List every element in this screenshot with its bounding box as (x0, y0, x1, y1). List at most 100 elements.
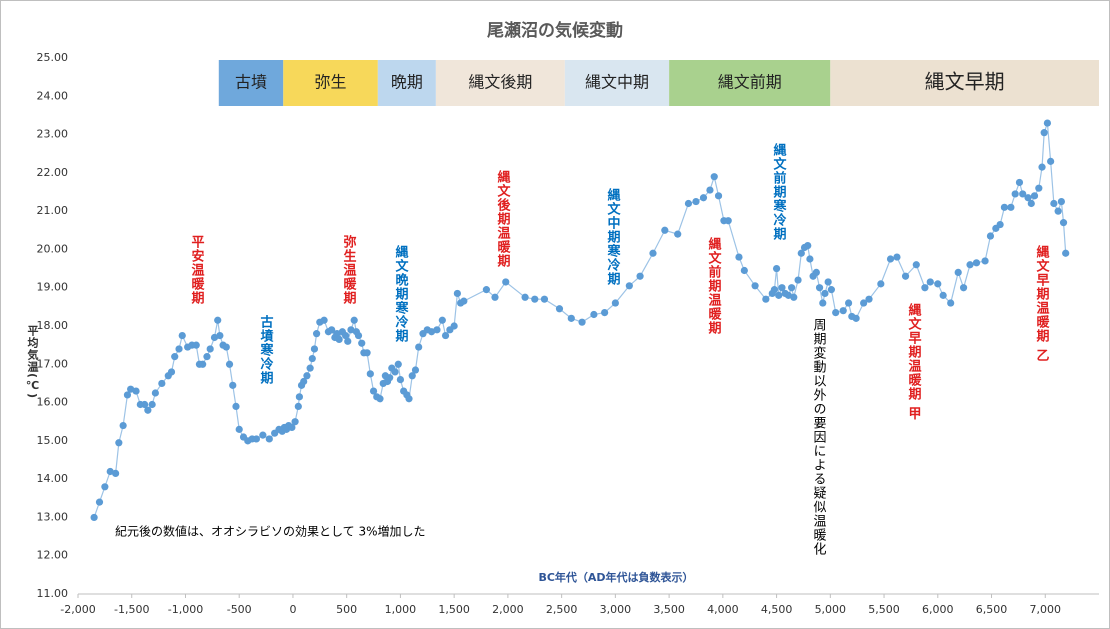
era-label: 縄文前期 (718, 73, 782, 92)
x-tick-label: 5,500 (868, 603, 900, 616)
data-point (342, 331, 350, 340)
data-point (981, 257, 989, 265)
data-point (328, 326, 336, 334)
data-point (934, 280, 942, 288)
era-band (564, 60, 670, 106)
data-point (300, 377, 308, 386)
data-point (433, 326, 441, 334)
data-point (144, 406, 152, 414)
data-point (132, 387, 140, 395)
data-point (225, 360, 234, 368)
x-tick-label: -2,000 (60, 603, 95, 616)
data-point (824, 278, 832, 286)
data-point (295, 393, 303, 401)
data-point (115, 439, 123, 447)
data-point (1057, 197, 1065, 206)
data-point (199, 360, 207, 368)
y-tick-label: 25.00 (37, 51, 69, 64)
data-point (1000, 203, 1009, 211)
data-point (482, 286, 490, 294)
y-tick-label: 16.00 (37, 396, 69, 409)
y-tick-label: 19.00 (37, 281, 69, 294)
x-tick-label: 4,000 (707, 603, 739, 616)
data-point (178, 331, 186, 340)
data-point (954, 268, 962, 276)
data-point (770, 286, 779, 294)
data-point (386, 374, 394, 382)
data-point (815, 284, 824, 292)
x-tick-label: 500 (336, 603, 357, 616)
era-band (377, 60, 436, 106)
data-point (901, 272, 910, 280)
data-point (167, 368, 176, 376)
data-point (735, 253, 743, 261)
y-tick-label: 21.00 (37, 204, 69, 217)
data-point (259, 431, 267, 439)
data-point (95, 498, 104, 506)
data-point (852, 314, 860, 322)
y-tick-label: 11.00 (37, 587, 69, 600)
x-tick-label: 6,500 (976, 603, 1008, 616)
data-point (1024, 194, 1032, 202)
y-tick-label: 23.00 (37, 128, 69, 141)
data-point (1011, 190, 1019, 198)
data-point (788, 284, 796, 292)
data-point (877, 280, 885, 288)
data-point (1019, 190, 1027, 198)
data-point (555, 305, 564, 313)
annotation: 縄文中期寒冷期 (605, 187, 622, 286)
data-point (366, 370, 374, 378)
data-point (123, 391, 132, 399)
data-point (996, 220, 1004, 229)
data-point (821, 289, 829, 298)
data-point (438, 316, 446, 324)
y-tick-label: 20.00 (37, 242, 69, 255)
data-point (148, 400, 156, 409)
data-point (214, 316, 222, 324)
data-point (502, 278, 510, 286)
data-point (112, 469, 120, 477)
x-tick-label: 5,000 (815, 603, 847, 616)
data-point (649, 249, 657, 257)
data-point (839, 307, 847, 315)
data-point (265, 435, 273, 443)
data-point (216, 331, 224, 340)
x-axis-label: BC年代（AD年代は負数表示） (538, 570, 693, 584)
data-point (797, 249, 805, 257)
data-point (567, 314, 575, 322)
data-point (460, 297, 468, 305)
data-point (601, 309, 609, 317)
data-point (775, 291, 783, 299)
data-point (192, 341, 200, 349)
era-label: 弥生 (315, 73, 347, 92)
chart-title: 尾瀬沼の気候変動 (487, 20, 623, 41)
y-tick-label: 18.00 (37, 319, 69, 332)
data-point (1007, 203, 1015, 211)
data-point (740, 266, 748, 275)
era-band (218, 60, 284, 106)
data-point (790, 293, 798, 301)
annotation: 縄文後期温暖期 (495, 169, 511, 268)
x-tick-label: 0 (289, 603, 296, 616)
x-tick-label: 3,000 (600, 603, 632, 616)
era-band (830, 60, 1099, 106)
data-point (636, 272, 644, 280)
data-point (369, 387, 378, 395)
data-point (344, 337, 352, 345)
y-tick-label: 17.00 (37, 357, 69, 370)
data-point (912, 261, 920, 269)
x-tick-label: 2,000 (492, 603, 524, 616)
data-point (531, 295, 539, 303)
data-point (222, 343, 230, 351)
era-label: 古墳 (235, 73, 267, 92)
x-tick-label: 2,500 (546, 603, 578, 616)
data-point (394, 360, 402, 368)
annotation: 縄文早期温暖期 甲 (906, 302, 922, 421)
annotation: 古墳寒冷期 (258, 314, 275, 385)
data-point (1038, 163, 1046, 171)
data-point (441, 331, 450, 340)
data-point (396, 376, 405, 384)
data-point (158, 379, 166, 388)
data-point (294, 402, 302, 410)
x-tick-label: 1,000 (385, 603, 417, 616)
